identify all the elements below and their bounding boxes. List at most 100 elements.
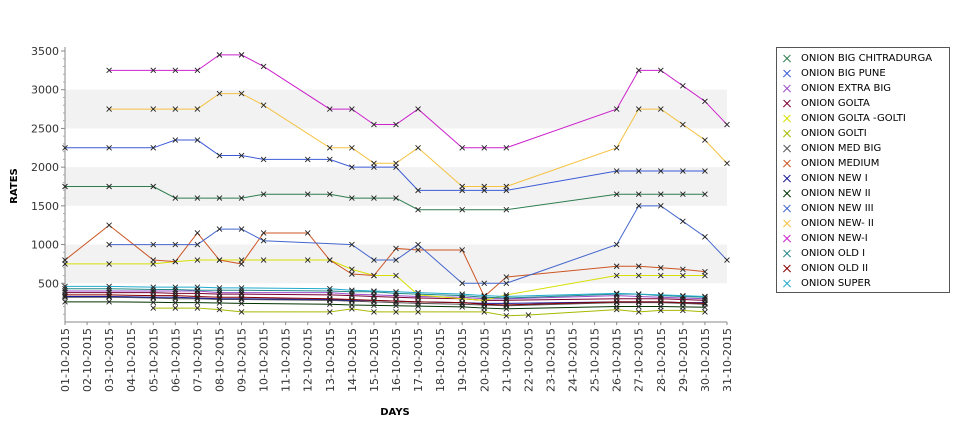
data-point (657, 203, 664, 209)
data-point (657, 67, 664, 74)
data-point (680, 292, 686, 299)
data-point (194, 305, 201, 311)
series-group (62, 52, 730, 319)
data-point (393, 288, 399, 295)
data-point (371, 288, 377, 295)
data-point (62, 257, 68, 263)
data-point (260, 237, 267, 244)
data-point (702, 137, 708, 143)
series-onion-extra-big (62, 288, 708, 302)
data-point (680, 299, 686, 306)
x-tick-label: 15-10-2015 (368, 328, 381, 392)
data-point (702, 300, 708, 307)
data-point (702, 191, 708, 198)
data-point (702, 268, 708, 275)
data-point (106, 294, 112, 301)
data-point (371, 297, 377, 304)
data-point (260, 191, 267, 198)
series-onion-new-i (106, 52, 730, 151)
data-point (326, 301, 333, 308)
data-point (194, 257, 201, 263)
data-point (459, 144, 466, 151)
data-point (349, 144, 355, 151)
data-point (238, 152, 245, 159)
data-point (481, 292, 488, 299)
data-point (613, 291, 620, 297)
x-tick-label: 16-10-2015 (390, 328, 403, 392)
data-point (172, 299, 179, 306)
legend-label: ONION OLD I (801, 248, 866, 259)
data-point (238, 261, 245, 267)
legend-label: ONION SUPER (801, 278, 871, 289)
data-point (657, 292, 664, 299)
data-point (349, 106, 355, 112)
data-point (635, 272, 642, 279)
legend-marker-icon (781, 128, 793, 140)
data-point (680, 121, 686, 128)
data-point (326, 106, 333, 112)
x-tick-label: 12-10-2015 (302, 328, 315, 392)
axes: 500 1000 1500 2000 2500 3000 3500 01-10-2015 02-… (31, 45, 734, 392)
legend-marker-icon (781, 173, 793, 185)
data-point (481, 301, 488, 308)
data-point (172, 241, 179, 248)
legend-item: ONION MED BIG (781, 141, 949, 156)
legend-marker-icon (781, 143, 793, 155)
data-point (194, 299, 201, 306)
data-point (260, 257, 267, 263)
data-point (172, 106, 179, 112)
data-point (371, 288, 377, 294)
data-point (172, 292, 179, 299)
legend-marker-icon (781, 68, 793, 80)
data-point (680, 168, 686, 174)
data-point (393, 245, 399, 252)
data-point (62, 299, 68, 305)
data-point (150, 286, 157, 293)
data-point (349, 241, 355, 248)
data-point (150, 67, 157, 74)
x-tick-label: 03-10-2015 (103, 328, 116, 392)
data-point (194, 137, 201, 143)
data-point (194, 67, 201, 74)
data-point (481, 144, 488, 151)
data-point (150, 292, 157, 299)
legend-label: ONION BIG CHITRADURGA (801, 53, 933, 64)
data-point (680, 266, 686, 273)
data-point (481, 293, 488, 300)
data-point (150, 241, 157, 248)
data-point (172, 284, 179, 290)
legend-item: ONION OLD I (781, 246, 949, 261)
legend-label: ONION NEW II (801, 188, 871, 199)
data-point (106, 183, 112, 190)
data-point (393, 160, 399, 167)
y-tick-label: 1500 (31, 200, 59, 213)
series-onion-new-ii (62, 299, 708, 312)
data-point (106, 283, 112, 290)
data-point (702, 299, 708, 306)
data-point (371, 121, 377, 128)
data-point (481, 300, 488, 307)
data-point (106, 292, 112, 298)
data-point (680, 191, 686, 198)
data-point (415, 292, 421, 298)
legend-marker-icon (781, 263, 793, 275)
data-point (216, 257, 223, 263)
data-point (349, 195, 355, 201)
data-point (216, 300, 223, 306)
y-tick-label: 3500 (31, 45, 59, 58)
data-point (459, 206, 466, 213)
series-onion-new-iii (106, 203, 730, 287)
data-point (238, 226, 245, 232)
legend-label: ONION GOLTA -GOLTI (801, 113, 906, 124)
x-tick-label: 14-10-2015 (346, 328, 359, 392)
legend-marker-icon (781, 248, 793, 260)
data-point (613, 299, 620, 305)
data-point (393, 298, 399, 304)
data-point (415, 106, 421, 112)
data-point (635, 106, 642, 112)
data-point (415, 241, 421, 248)
legend-item: ONION BIG CHITRADURGA (781, 51, 949, 66)
series-line (153, 307, 705, 317)
x-tick-label: 30-10-2015 (699, 328, 712, 392)
